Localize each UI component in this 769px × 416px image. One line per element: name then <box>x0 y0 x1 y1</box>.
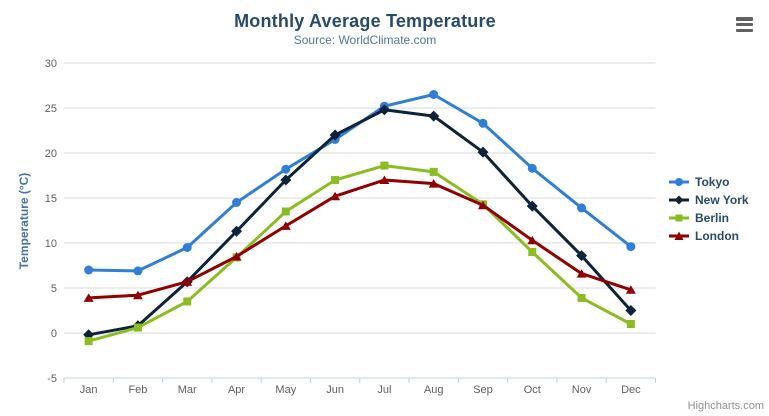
triangle-marker[interactable] <box>379 175 390 185</box>
series-tokyo[interactable] <box>84 90 636 276</box>
diamond-marker[interactable] <box>280 174 292 186</box>
y-tick-label: 15 <box>45 193 57 205</box>
triangle-marker[interactable] <box>527 235 538 245</box>
triangle-marker[interactable] <box>330 191 341 201</box>
square-marker[interactable] <box>528 248 537 256</box>
hamburger-bar <box>736 28 753 32</box>
series-london[interactable] <box>83 175 636 302</box>
square-marker[interactable] <box>84 337 93 346</box>
circle-marker[interactable] <box>281 164 291 174</box>
square-marker[interactable] <box>380 161 389 170</box>
y-tick-label: -5 <box>47 373 57 385</box>
diamond-legend-marker-icon <box>669 195 689 205</box>
diamond-marker[interactable] <box>231 225 243 237</box>
legend-item-tokyo[interactable]: Tokyo <box>668 173 749 191</box>
triangle-marker[interactable] <box>83 293 94 302</box>
triangle-marker[interactable] <box>231 252 242 261</box>
x-tick-label: Feb <box>128 384 147 396</box>
square-legend-marker-icon <box>669 214 689 222</box>
hamburger-menu-icon[interactable] <box>736 17 753 32</box>
diamond-marker[interactable] <box>428 110 440 122</box>
hamburger-bar <box>736 22 753 27</box>
square-marker[interactable] <box>429 167 438 176</box>
x-tick-label: Oct <box>524 384 541 396</box>
y-tick-label: 20 <box>45 148 57 160</box>
legend: Tokyo New York Berlin London <box>668 173 749 245</box>
circle-marker[interactable] <box>232 198 242 207</box>
x-tick-label: Nov <box>572 384 592 396</box>
circle-marker[interactable] <box>527 163 537 173</box>
triangle-marker[interactable] <box>132 290 143 300</box>
legend-item-new-york[interactable]: New York <box>668 191 749 209</box>
x-tick-label: Dec <box>621 384 641 396</box>
diamond-marker[interactable] <box>378 104 390 116</box>
square-marker[interactable] <box>577 293 586 302</box>
legend-label: London <box>695 229 739 243</box>
diamond-marker[interactable] <box>625 305 637 316</box>
circle-marker[interactable] <box>577 203 587 213</box>
square-marker[interactable] <box>133 323 142 332</box>
x-tick-label: Aug <box>424 384 444 396</box>
hamburger-bar <box>736 17 753 21</box>
y-tick-label: 30 <box>45 58 57 70</box>
x-tick-label: Apr <box>228 384 245 396</box>
x-axis-labels: Jan Feb Mar Apr May Jun Jul Aug Sep Oct Nov Dec <box>80 384 641 396</box>
chart-title: Monthly Average Temperature <box>234 11 496 31</box>
y-axis-labels: -5 0 5 10 15 20 25 30 <box>45 58 57 385</box>
square-marker[interactable] <box>183 297 192 306</box>
triangle-marker[interactable] <box>428 179 439 188</box>
diamond-marker[interactable] <box>526 200 538 212</box>
triangle-marker[interactable] <box>477 200 488 210</box>
chart-subtitle: Source: WorldClimate.com <box>293 33 437 47</box>
circle-marker[interactable] <box>478 118 488 128</box>
triangle-marker[interactable] <box>280 221 291 230</box>
legend-label: Berlin <box>695 211 730 225</box>
square-marker[interactable] <box>626 320 635 328</box>
square-marker[interactable] <box>331 176 340 184</box>
legend-label: New York <box>695 193 749 207</box>
legend-item-berlin[interactable]: Berlin <box>668 209 749 227</box>
circle-marker[interactable] <box>133 266 143 276</box>
circle-legend-marker-icon <box>669 178 689 186</box>
x-tick-label: Jun <box>326 384 344 396</box>
x-tick-label: Jan <box>80 384 98 396</box>
square-marker[interactable] <box>281 207 290 216</box>
diamond-marker[interactable] <box>329 129 341 141</box>
triangle-legend-marker-icon <box>669 231 689 240</box>
x-tick-label: Sep <box>473 384 493 396</box>
diamond-marker[interactable] <box>477 146 489 158</box>
legend-item-london[interactable]: London <box>668 227 749 245</box>
circle-marker[interactable] <box>429 90 439 99</box>
x-tick-label: Mar <box>178 384 197 396</box>
credits-link[interactable]: Highcharts.com <box>687 400 764 412</box>
circle-marker[interactable] <box>182 243 192 252</box>
y-tick-label: 10 <box>45 238 57 250</box>
diamond-marker[interactable] <box>576 250 588 262</box>
series-new-york[interactable] <box>83 104 637 341</box>
triangle-marker[interactable] <box>182 277 193 286</box>
circle-marker[interactable] <box>84 265 94 275</box>
x-tick-label: Jul <box>377 384 391 396</box>
y-tick-label: 5 <box>51 283 57 295</box>
y-tick-label: 0 <box>51 328 57 340</box>
y-tick-label: 25 <box>45 103 57 115</box>
circle-marker[interactable] <box>626 242 636 252</box>
x-tick-label: May <box>275 384 296 396</box>
triangle-marker[interactable] <box>625 285 636 294</box>
legend-label: Tokyo <box>695 175 730 189</box>
x-axis <box>63 377 656 383</box>
triangle-marker[interactable] <box>576 269 587 278</box>
